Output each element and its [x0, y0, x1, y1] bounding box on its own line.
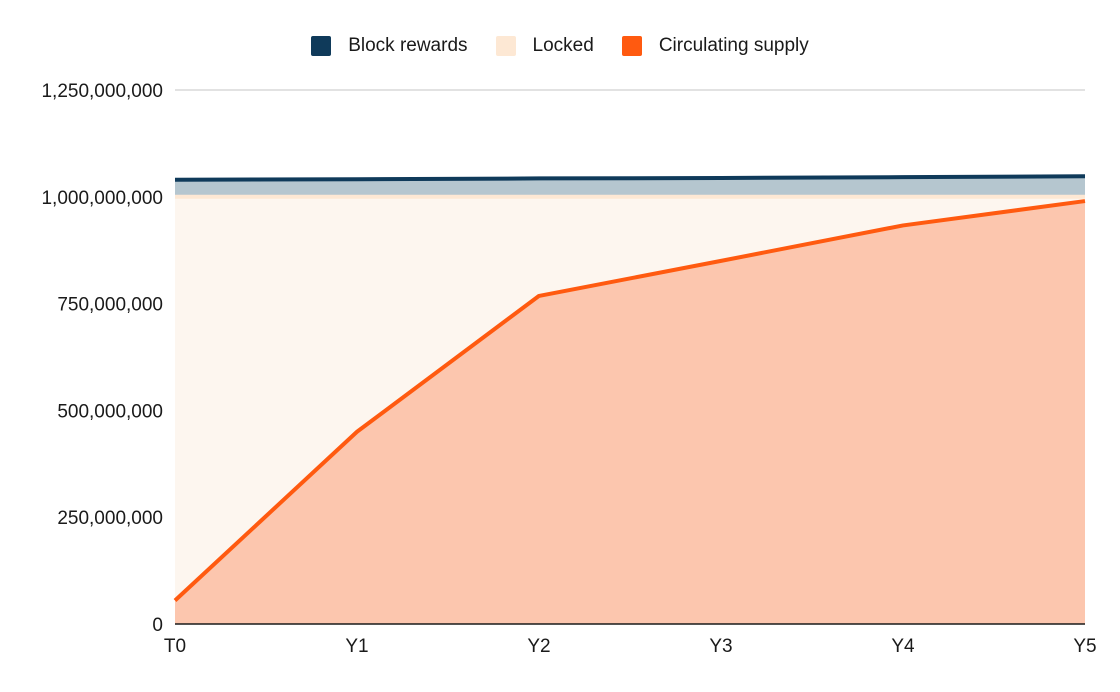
legend-item-locked[interactable]: Locked	[495, 35, 594, 57]
series-lines	[173, 174, 1086, 602]
area-fills	[175, 176, 1085, 624]
legend-item-circulating-supply[interactable]: Circulating supply	[621, 35, 809, 57]
x-tick-label: T0	[164, 636, 186, 657]
x-tick-label: Y1	[345, 636, 368, 657]
x-tick-label: Y4	[891, 636, 915, 657]
x-tick-label: Y5	[1073, 636, 1096, 657]
y-tick-label: 0	[152, 615, 163, 636]
legend-swatch-locked	[495, 36, 516, 56]
y-tick-label: 250,000,000	[57, 508, 163, 529]
legend-swatch-circulating-supply	[621, 36, 642, 56]
circulating-supply-line	[173, 199, 1086, 602]
block-rewards-area	[175, 176, 1085, 197]
y-tick-label: 1,250,000,000	[41, 81, 163, 102]
legend-label-locked: Locked	[532, 35, 594, 56]
block-rewards-line	[174, 174, 1086, 182]
locked-area	[175, 196, 1085, 601]
x-tick-label: Y2	[527, 636, 550, 657]
y-tick-label: 1,000,000,000	[41, 188, 163, 209]
axes: 0 250,000,000 500,000,000 750,000,000 1,000,…	[41, 81, 1096, 657]
chart-legend: Block rewards Locked Circulating supply	[0, 32, 1120, 60]
y-tick-label: 750,000,000	[57, 295, 163, 316]
legend-swatch-block-rewards	[311, 36, 332, 56]
legend-label-circulating-supply: Circulating supply	[658, 35, 809, 56]
y-tick-label: 500,000,000	[57, 401, 163, 422]
circulating-supply-area	[175, 201, 1085, 624]
legend-label-block-rewards: Block rewards	[348, 35, 468, 56]
legend-item-block-rewards[interactable]: Block rewards	[311, 35, 468, 57]
x-tick-label: Y3	[709, 636, 732, 657]
